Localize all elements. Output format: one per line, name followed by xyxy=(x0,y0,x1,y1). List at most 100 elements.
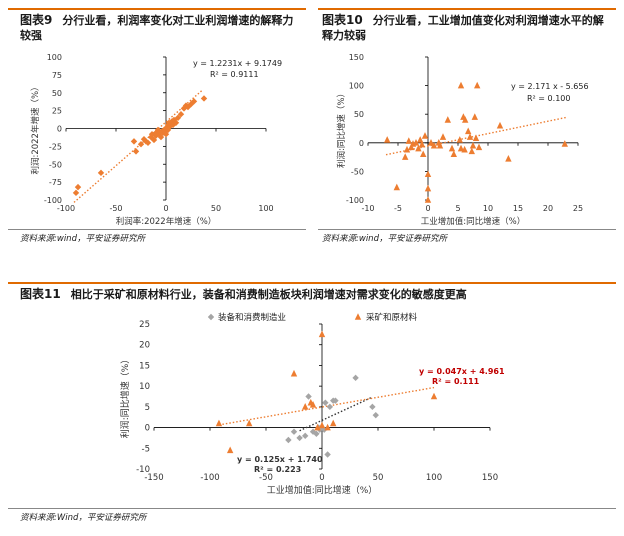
chart9-point xyxy=(184,103,192,111)
chart11-y-tick-label: 20 xyxy=(139,341,150,351)
chart9-point xyxy=(148,131,156,138)
chart11-point-series-0 xyxy=(313,430,320,437)
chart10-point xyxy=(444,116,451,123)
chart11-point-series-0 xyxy=(305,393,312,400)
chart11-x-tick-label: 0 xyxy=(319,473,324,483)
chart9-trendline xyxy=(73,89,203,203)
chart9-y-tick-label: 50 xyxy=(52,89,62,98)
panel10-title-text: 分行业看，工业增加值变化对利润增速水平的解释力较弱 xyxy=(322,14,604,42)
chart11-point-series-1 xyxy=(246,419,253,427)
chart10-point xyxy=(420,150,427,158)
chart9-y-tick-label: 75 xyxy=(52,71,62,80)
chart10-point xyxy=(424,170,432,178)
chart11-x-axis-label: 工业增加值:同比增速（%） xyxy=(267,484,378,496)
chart10-point xyxy=(472,134,480,142)
chart11-x-tick-label: -100 xyxy=(200,473,219,483)
chart10-point xyxy=(393,183,400,191)
chart11-point-series-0 xyxy=(332,397,339,404)
panel10-bottom-rule xyxy=(318,229,616,230)
chart10-x-tick-label: 25 xyxy=(573,204,583,213)
chart9-point xyxy=(142,138,150,145)
chart10-point xyxy=(461,145,468,153)
panel9-number: 图表9 xyxy=(20,13,53,27)
chart10-y-tick-label: 0 xyxy=(359,139,364,148)
chart9-y-tick-label: -100 xyxy=(44,196,62,205)
chart11-equation-1: y = 0.047x + 4.961 xyxy=(419,367,505,376)
chart10-point xyxy=(456,136,463,143)
chart10-point xyxy=(474,81,481,89)
chart11-x-tick-label: 50 xyxy=(373,473,384,483)
chart10-point xyxy=(450,150,457,158)
chart9-point xyxy=(169,121,177,129)
chart11-legend-label-1: 采矿和原材料 xyxy=(366,312,418,323)
panel9-bottom-rule xyxy=(8,229,306,230)
chart11-legend-marker-1 xyxy=(354,313,362,320)
chart11-x-tick-label: -150 xyxy=(144,473,163,483)
chart11-point-series-0 xyxy=(285,436,292,444)
chart10-point xyxy=(462,116,469,123)
chart9-point xyxy=(162,131,170,138)
chart9-point xyxy=(172,119,180,126)
chart10-point xyxy=(466,133,474,140)
chart10-point xyxy=(465,127,472,135)
chart10-equation: y = 2.171 x - 5.656 xyxy=(511,82,589,91)
chart9-point xyxy=(187,100,195,108)
chart9-point xyxy=(144,139,152,146)
chart11-point-series-0 xyxy=(324,451,331,458)
chart10-x-tick-label: 10 xyxy=(483,204,493,213)
chart10-point xyxy=(421,132,429,139)
chart10-point xyxy=(505,155,512,162)
chart9-point xyxy=(170,116,178,124)
chart11-trendline-1 xyxy=(218,386,435,426)
chart11-r2-1: R² = 0.111 xyxy=(432,377,480,386)
panel11-title: 图表11 相比于采矿和原材料行业，装备和消费制造板块利润增速对需求变化的敏感度更高 xyxy=(20,287,610,302)
panel9-title: 图表9 分行业看，利润率变化对工业利润增速的解释力较强 xyxy=(20,13,300,43)
panel10-source: 资料来源:wind，平安证券研究所 xyxy=(322,234,447,244)
chart11-y-tick-label: -10 xyxy=(136,465,150,475)
chart10-point xyxy=(471,113,478,120)
chart9-x-tick-label: -100 xyxy=(57,204,75,213)
panel11-source: 资料来源:Wind，平安证券研究所 xyxy=(20,513,147,523)
chart11-point-series-1 xyxy=(290,369,298,377)
chart11-point-series-0 xyxy=(369,403,376,411)
panel10-title: 图表10 分行业看，工业增加值变化对利润增速水平的解释力较弱 xyxy=(322,13,612,43)
chart10: -10 -5 0 5 10 15 20 25-100-50050100150工业增加值:同比增… xyxy=(336,53,589,227)
chart9-point xyxy=(137,141,145,148)
panel10-number: 图表10 xyxy=(322,13,363,27)
chart11-legend-label-0: 装备和消费制造业 xyxy=(218,312,286,323)
chart11-y-tick-label: -5 xyxy=(142,444,150,454)
chart10-point xyxy=(384,136,391,143)
chart11-point-series-1 xyxy=(314,423,321,431)
chart11-point-series-1 xyxy=(226,446,234,454)
chart11-point-series-0 xyxy=(352,374,359,382)
chart10-point xyxy=(469,141,477,149)
chart9-point xyxy=(182,102,190,109)
chart11-point-series-1 xyxy=(330,419,337,427)
chart11-point-series-1 xyxy=(430,392,438,400)
chart9-point xyxy=(165,119,173,126)
chart11-y-tick-label: 25 xyxy=(139,320,150,330)
chart10-y-tick-label: 100 xyxy=(349,82,364,91)
panel11-title-text: 相比于采矿和原材料行业，装备和消费制造板块利润增速对需求变化的敏感度更高 xyxy=(70,288,467,301)
chart9-y-tick-label: -50 xyxy=(49,160,62,169)
chart11-point-series-1 xyxy=(318,330,326,338)
chart11-point-series-1 xyxy=(324,423,331,431)
chart10-point xyxy=(457,81,465,89)
chart9-point xyxy=(72,189,80,197)
chart9-point xyxy=(74,183,82,191)
chart11-point-series-0 xyxy=(290,428,298,435)
chart10-point xyxy=(448,144,456,152)
chart9-point xyxy=(180,105,188,112)
chart9-y-tick-label: -25 xyxy=(49,142,62,151)
chart9-point xyxy=(200,95,208,102)
chart9-point xyxy=(154,126,162,134)
chart10-point xyxy=(408,143,415,151)
chart9-y-tick-label: 0 xyxy=(57,125,62,134)
chart9-x-tick-label: -50 xyxy=(109,204,122,213)
chart11-point-series-0 xyxy=(302,432,309,440)
chart10-point xyxy=(424,196,432,203)
panel11-bottom-rule xyxy=(8,508,616,509)
chart10-point xyxy=(439,133,447,140)
chart9-x-axis-label: 利润率:2022年增速（%） xyxy=(116,216,217,227)
